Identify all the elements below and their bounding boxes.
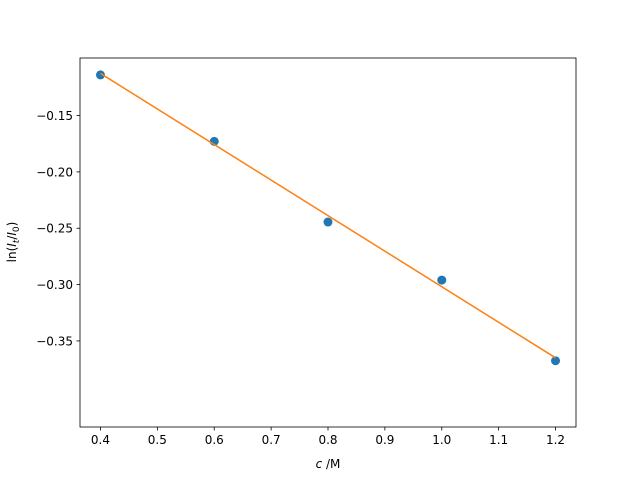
y-axis-label-den: I [5,232,19,236]
x-axis-label-variable: c [316,457,323,471]
scatter-point [437,275,447,285]
y-axis-label-sep: / [5,235,19,240]
y-axis-label-den-sub: 0 [12,226,22,232]
y-tick-label: −0.30 [36,278,73,292]
x-tick-label: 0.5 [148,433,167,447]
scatter-point [551,356,561,366]
y-tick-label: −0.20 [36,165,73,179]
axes: 0.4 0.5 0.6 0.7 0.8 0.9 1.0 1.1 1.2 −0.15 −0.20 −0.… [36,57,577,447]
y-tick-label: −0.15 [36,109,73,123]
x-tick-label: 1.2 [546,433,565,447]
y-tick-label: −0.35 [36,334,73,348]
scatter-point [95,70,105,80]
x-tick-label: 0.4 [91,433,110,447]
plot-area [95,70,561,366]
y-tick-label: −0.25 [36,222,73,236]
x-tick-label: 0.8 [318,433,337,447]
fit-line [100,72,556,359]
x-tick-label: 1.1 [489,433,508,447]
y-axis-label-num: I [5,243,19,247]
x-tick-label: 0.6 [205,433,224,447]
x-tick-label: 1.0 [432,433,451,447]
x-axis-label: c /M [316,457,341,471]
y-axis-label: ln(It/I0) [5,222,22,263]
x-tick-label: 0.9 [375,433,394,447]
y-axis-label-fn: ln( [5,247,19,263]
x-axis-label-unit: /M [322,457,340,471]
y-axis-label-num-sub: t [12,239,22,243]
scatter-point [323,217,333,227]
y-axis-label-close: ) [5,222,19,227]
x-tick-label: 0.7 [262,433,281,447]
